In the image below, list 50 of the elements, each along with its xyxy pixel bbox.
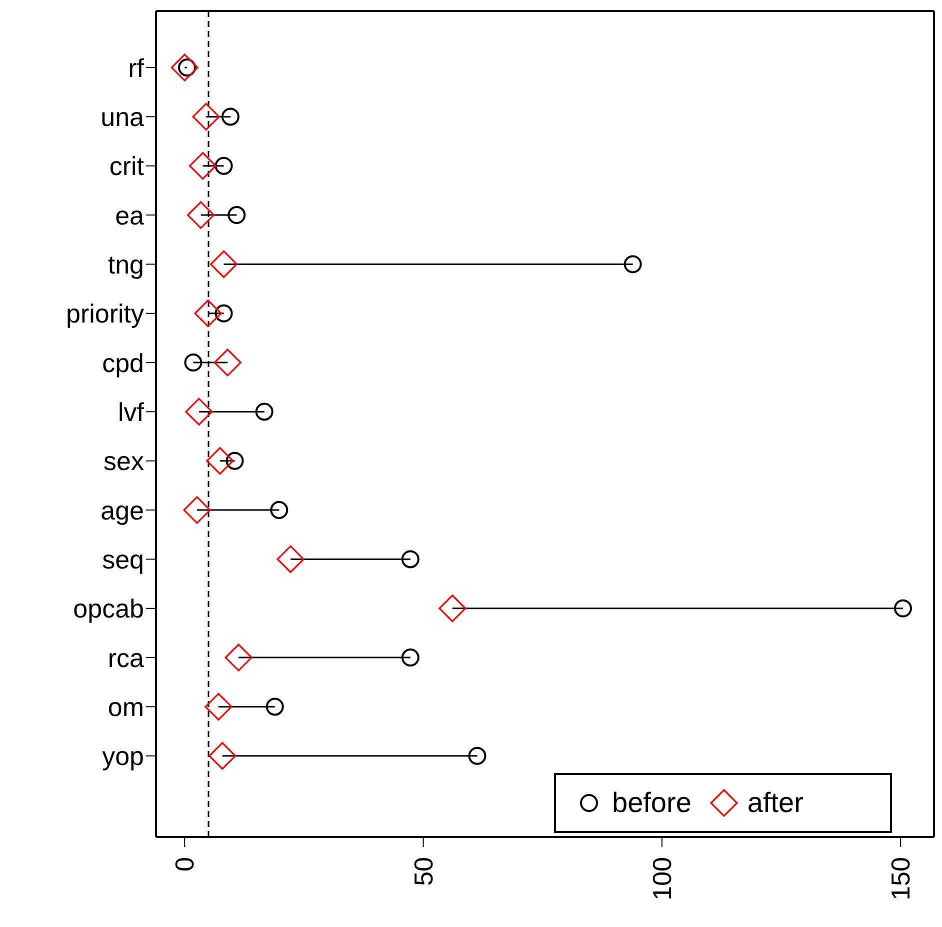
y-tick-label: sex	[104, 446, 144, 476]
point	[185, 398, 213, 426]
point	[226, 452, 244, 470]
point	[192, 102, 220, 131]
y-tick-label: cpd	[102, 348, 144, 378]
point	[266, 698, 284, 716]
point	[214, 304, 233, 322]
point	[401, 648, 420, 667]
x-tick-label: 50	[408, 857, 438, 886]
point	[188, 152, 217, 180]
y-tick-label: seq	[102, 544, 144, 574]
x-tick-label: 150	[886, 857, 916, 900]
point	[214, 348, 242, 376]
y-tick-label: tng	[108, 249, 144, 280]
y-tick-label: ea	[115, 200, 145, 230]
legend-label: after	[747, 787, 804, 819]
point	[894, 599, 912, 618]
point	[187, 201, 215, 229]
point	[194, 300, 222, 328]
point	[210, 250, 238, 278]
point	[228, 206, 246, 224]
point	[224, 644, 252, 672]
y-tick-label: yop	[102, 741, 144, 772]
point	[255, 402, 274, 421]
point	[208, 742, 236, 770]
y-tick-label: rca	[108, 642, 145, 673]
y-tick-label: priority	[66, 298, 144, 329]
point	[206, 447, 234, 475]
x-tick-label: 100	[646, 857, 677, 900]
y-tick-label: opcab	[73, 594, 144, 624]
x-tick-label: 0	[170, 857, 200, 872]
point	[214, 156, 233, 175]
point	[276, 545, 304, 574]
y-tick-label: una	[100, 102, 145, 132]
point	[183, 496, 211, 524]
point	[204, 692, 232, 721]
point	[624, 255, 642, 274]
y-tick-label: rf	[128, 52, 145, 83]
point	[438, 594, 466, 622]
y-tick-label: age	[100, 495, 144, 526]
point	[184, 354, 202, 372]
point	[401, 550, 420, 568]
y-tick-label: om	[108, 692, 144, 722]
legend-label: before	[612, 787, 692, 819]
point	[270, 501, 288, 520]
y-tick-label: crit	[109, 151, 145, 182]
point	[221, 108, 240, 126]
point	[468, 746, 486, 765]
point	[170, 54, 198, 82]
y-tick-label: lvf	[118, 396, 145, 427]
